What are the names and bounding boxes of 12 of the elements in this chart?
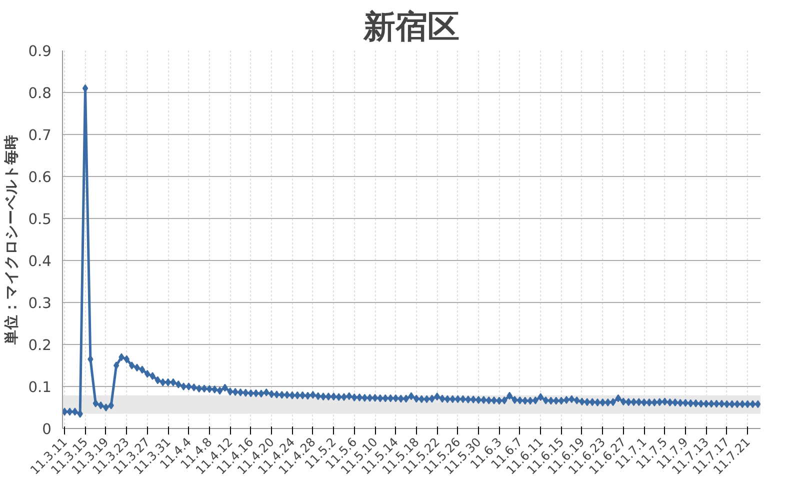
y-tick-label: 0.1: [28, 379, 52, 396]
y-tick-label: 0.4: [28, 253, 52, 270]
y-tick-label: 0.7: [28, 127, 52, 144]
y-tick-label: 0.5: [28, 211, 52, 228]
y-tick-label: 0.3: [28, 295, 52, 312]
y-tick-label: 0: [42, 421, 52, 438]
chart-title: 新宿区: [362, 8, 460, 46]
y-tick-label: 0.9: [28, 43, 52, 60]
y-axis-title: 単位：マイクロシーベルト毎時: [3, 134, 20, 346]
y-tick-label: 0.2: [28, 337, 52, 354]
y-tick-label: 0.8: [28, 85, 52, 102]
y-tick-label: 0.6: [28, 169, 52, 186]
